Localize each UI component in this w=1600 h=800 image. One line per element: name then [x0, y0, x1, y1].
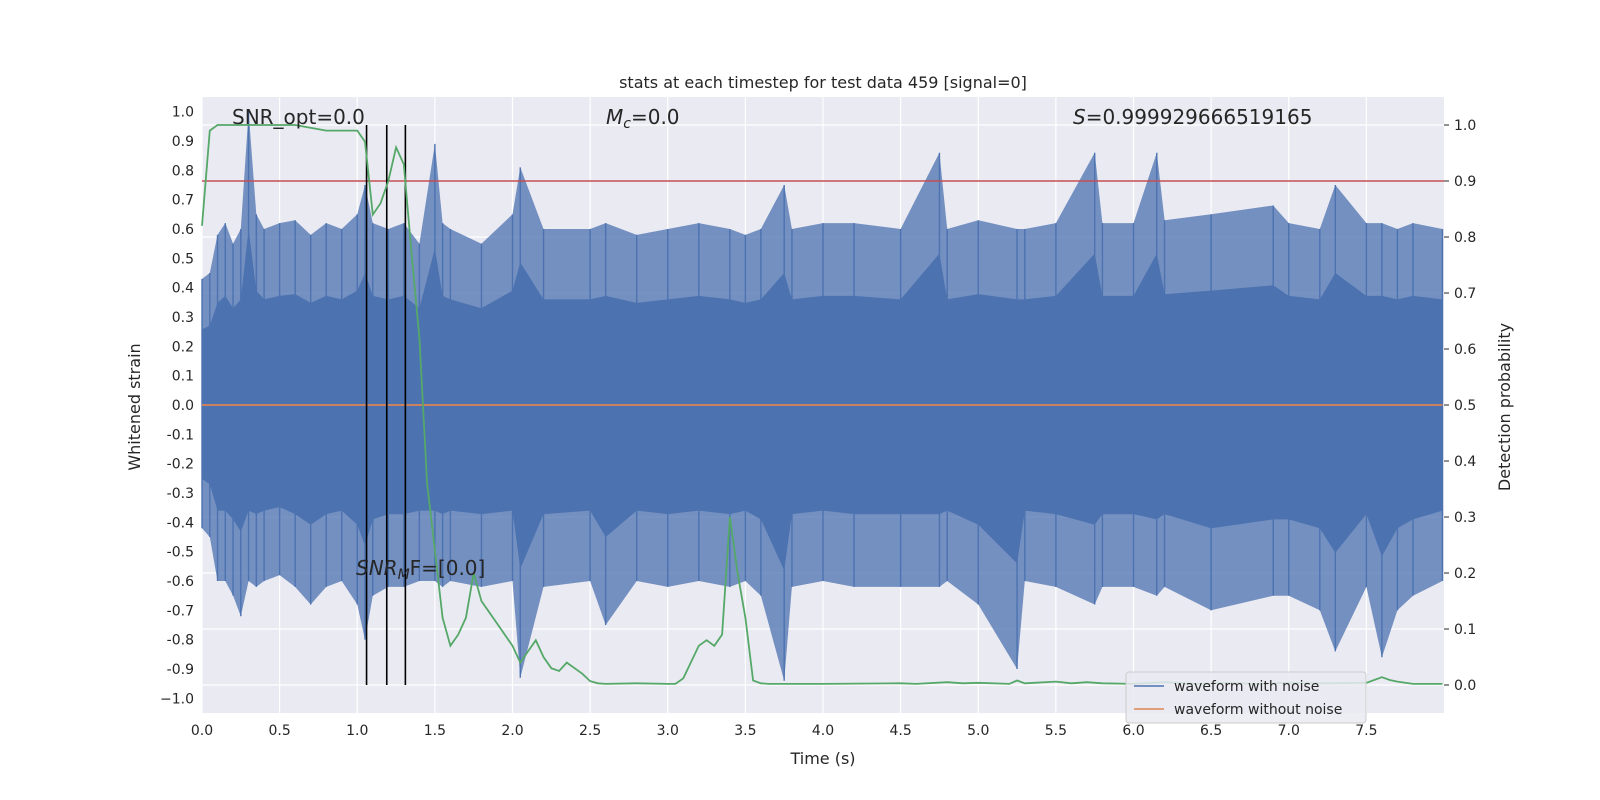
y-right-tick-label: 1.0	[1454, 118, 1476, 134]
y-right-tick-label: 0.6	[1454, 342, 1476, 358]
chirp-mass-annotation: Mc=0.0	[606, 105, 680, 132]
y-left-tick-label: −1.0	[160, 691, 194, 707]
y-left-tick-label: -0.3	[167, 486, 194, 502]
x-tick-label: 7.0	[1278, 723, 1300, 739]
y-right-tick-label: 0.7	[1454, 286, 1476, 302]
y-left-tick-label: 0.2	[172, 339, 194, 355]
x-tick-label: 4.0	[812, 723, 834, 739]
score-annotation: S=0.999929666519165	[1073, 105, 1312, 129]
y-left-tick-label: -0.8	[167, 633, 194, 649]
x-axis-label: Time (s)	[789, 749, 855, 768]
x-tick-label: 7.5	[1355, 723, 1377, 739]
y-right-axis-ticks: 1.0 0.9 0.8 0.7 0.6 0.5 0.4 0.3 0.2 0.1 0.0	[1444, 118, 1476, 694]
x-tick-label: 1.5	[424, 723, 446, 739]
snr-mf-value: F=[0.0]	[410, 556, 486, 580]
x-tick-label: 3.0	[657, 723, 679, 739]
x-tick-label: 3.5	[734, 723, 756, 739]
y-right-tick-label: 0.5	[1454, 398, 1476, 414]
y-left-tick-label: -0.4	[167, 515, 194, 531]
y-right-tick-label: 0.1	[1454, 622, 1476, 638]
x-tick-label: 6.5	[1200, 723, 1222, 739]
x-tick-label: 0.5	[268, 723, 290, 739]
y-left-tick-label: 0.5	[172, 251, 194, 267]
x-tick-label: 5.5	[1045, 723, 1067, 739]
y-left-tick-label: 0.9	[172, 134, 194, 150]
y-left-tick-label: 1.0	[172, 105, 194, 121]
y-left-tick-label: -0.7	[167, 603, 194, 619]
y-right-tick-label: 0.0	[1454, 678, 1476, 694]
y-left-tick-label: -0.2	[167, 457, 194, 473]
score-symbol: S	[1073, 105, 1086, 129]
detection-probability-line	[201, 124, 1443, 685]
snr-mf-annotation: SNRMF=[0.0]	[356, 556, 485, 583]
chirp-mass-subscript: c	[623, 116, 631, 132]
x-tick-label: 5.0	[967, 723, 989, 739]
snr-opt-annotation: SNR_opt=0.0	[232, 105, 365, 129]
legend: waveform with noise waveform without noi…	[1125, 671, 1367, 724]
legend-label-clean: waveform without noise	[1174, 702, 1342, 718]
y-left-tick-label: 0.1	[172, 369, 194, 385]
x-tick-label: 4.5	[889, 723, 911, 739]
x-tick-label: 2.5	[579, 723, 601, 739]
y-right-tick-label: 0.9	[1454, 174, 1476, 190]
x-tick-label: 1.0	[346, 723, 368, 739]
y-left-axis-label: Whitened strain	[125, 343, 144, 470]
y-right-axis-label: Detection probability	[1495, 323, 1514, 491]
y-left-tick-label: 0.6	[172, 222, 194, 238]
x-tick-label: 6.0	[1122, 723, 1144, 739]
x-axis-ticks: 0.0 0.5 1.0 1.5 2.0 2.5 3.0 3.5 4.0 4.5 5.0 5.5 6.0 6…	[191, 723, 1378, 739]
y-right-tick-label: 0.3	[1454, 510, 1476, 526]
x-tick-label: 0.0	[191, 723, 213, 739]
y-left-tick-label: 0.3	[172, 310, 194, 326]
y-left-tick-label: 0.0	[172, 398, 194, 414]
y-left-tick-label: 0.8	[172, 163, 194, 179]
y-left-tick-label: 0.7	[172, 193, 194, 209]
chirp-mass-symbol: M	[606, 105, 623, 129]
chart-title: stats at each timestep for test data 459…	[619, 73, 1027, 92]
snr-mf-symbol: SNR	[356, 556, 398, 580]
y-left-tick-label: -0.5	[167, 545, 194, 561]
y-left-tick-label: 0.4	[172, 281, 194, 297]
y-left-tick-label: -0.9	[167, 662, 194, 678]
overlay-lines	[201, 124, 1444, 685]
y-left-axis-ticks: 1.0 0.9 0.8 0.7 0.6 0.5 0.4 0.3 0.2 0.1 0.0 -0.1 -0.…	[160, 105, 194, 708]
legend-box	[1125, 671, 1367, 724]
chirp-mass-value: =0.0	[631, 105, 680, 129]
score-value: =0.999929666519165	[1086, 105, 1313, 129]
legend-label-noise: waveform with noise	[1174, 679, 1319, 695]
y-right-tick-label: 0.2	[1454, 566, 1476, 582]
waveform-with-noise-series	[201, 111, 1444, 681]
y-right-tick-label: 0.4	[1454, 454, 1476, 470]
x-tick-label: 2.0	[501, 723, 523, 739]
y-right-tick-label: 0.8	[1454, 230, 1476, 246]
snr-mf-subscript: M	[398, 567, 410, 583]
y-left-tick-label: -0.1	[167, 427, 194, 443]
y-left-tick-label: -0.6	[167, 574, 194, 590]
